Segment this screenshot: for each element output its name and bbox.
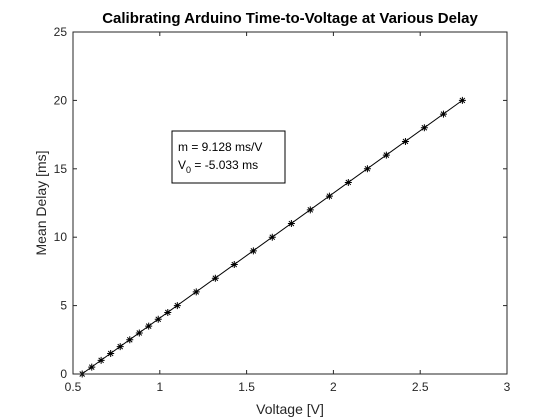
plot-area xyxy=(73,32,507,374)
data-point xyxy=(458,96,466,104)
annotation-intercept-value: = -5.033 ms xyxy=(191,158,258,172)
data-point xyxy=(382,151,390,159)
data-point xyxy=(145,322,153,330)
data-point xyxy=(420,124,428,132)
y-tick-label: 15 xyxy=(54,162,68,176)
data-point xyxy=(211,274,219,282)
y-axis-label: Mean Delay [ms] xyxy=(33,150,49,255)
data-point xyxy=(154,315,162,323)
y-tick-label: 20 xyxy=(54,93,68,107)
x-tick-label: 3 xyxy=(504,380,511,394)
annotation-frame xyxy=(171,130,286,184)
data-point xyxy=(363,165,371,173)
data-point xyxy=(306,206,314,214)
data-point xyxy=(249,247,257,255)
data-point xyxy=(173,302,181,310)
annotation-box: m = 9.128 ms/V V0 = -5.033 ms xyxy=(171,130,286,184)
data-point xyxy=(287,220,295,228)
data-point xyxy=(344,178,352,186)
y-tick-label: 0 xyxy=(60,367,67,381)
annotation-intercept-subscript: 0 xyxy=(186,165,191,175)
x-axis-label: Voltage [V] xyxy=(256,401,324,417)
data-point xyxy=(88,363,96,371)
x-tick-label: 1 xyxy=(156,380,163,394)
data-point xyxy=(107,349,115,357)
data-point xyxy=(164,308,172,316)
x-tick-label: 2.5 xyxy=(412,380,429,394)
data-point xyxy=(97,356,105,364)
x-tick-label: 1.5 xyxy=(238,380,255,394)
chart-title: Calibrating Arduino Time-to-Voltage at V… xyxy=(102,10,478,27)
y-tick-label: 10 xyxy=(54,230,68,244)
data-point xyxy=(126,336,134,344)
data-point xyxy=(192,288,200,296)
data-point xyxy=(116,343,124,351)
data-point xyxy=(230,261,238,269)
y-tick-label: 25 xyxy=(54,25,68,39)
data-point xyxy=(135,329,143,337)
data-point xyxy=(325,192,333,200)
annotation-intercept: V0 = -5.033 ms xyxy=(178,158,258,175)
axes-layer: 0.5 1 1.5 2 2.5 3 0 5 10 15 20 25 xyxy=(54,25,511,394)
data-point xyxy=(268,233,276,241)
annotation-intercept-prefix: V xyxy=(178,158,186,172)
y-tick-label: 5 xyxy=(60,299,67,313)
x-tick-label: 0.5 xyxy=(65,380,82,394)
plot-frame xyxy=(72,31,508,375)
x-tick-label: 2 xyxy=(330,380,337,394)
data-point xyxy=(439,110,447,118)
annotation-slope: m = 9.128 ms/V xyxy=(178,140,262,154)
data-point xyxy=(401,137,409,145)
